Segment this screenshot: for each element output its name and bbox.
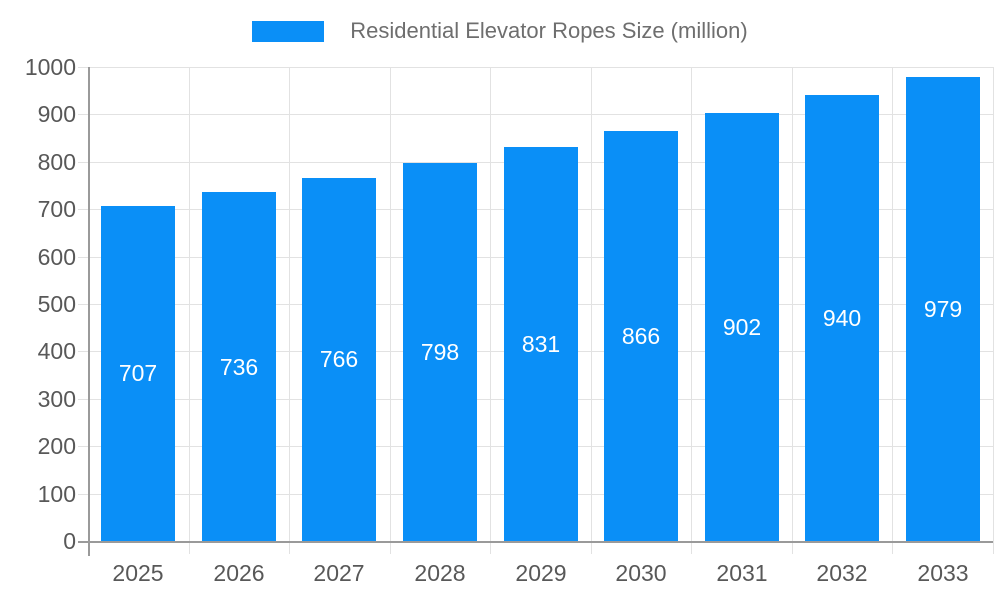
bar-value-label: 707 xyxy=(118,360,158,386)
x-axis-tick-label: 2030 xyxy=(615,560,667,586)
y-axis-tick xyxy=(78,494,88,495)
y-axis-tick-label: 0 xyxy=(63,528,76,554)
x-gridline xyxy=(792,67,793,541)
x-axis-tick-label: 2032 xyxy=(816,560,868,586)
bar-value-label: 766 xyxy=(319,346,359,372)
y-axis-tick xyxy=(78,209,88,210)
y-axis-tick-label: 700 xyxy=(37,196,76,222)
x-axis-tick-label: 2027 xyxy=(313,560,365,586)
x-axis-line xyxy=(78,541,993,543)
x-axis-tick-label: 2026 xyxy=(213,560,265,586)
y-gridline xyxy=(88,67,993,68)
y-axis-tick xyxy=(78,162,88,163)
bar-value-label: 736 xyxy=(219,354,259,380)
y-axis-tick xyxy=(78,304,88,305)
x-axis-tick xyxy=(289,541,290,554)
x-gridline xyxy=(892,67,893,541)
bar-2033[interactable] xyxy=(906,77,980,541)
x-axis-tick-label: 2028 xyxy=(414,560,466,586)
x-gridline xyxy=(691,67,692,541)
bar-value-label: 940 xyxy=(822,305,862,331)
bar-2026[interactable] xyxy=(202,192,276,541)
x-gridline xyxy=(390,67,391,541)
bar-value-label: 831 xyxy=(521,331,561,357)
bar-2031[interactable] xyxy=(705,113,779,541)
y-axis-line xyxy=(88,67,90,556)
chart-legend: Residential Elevator Ropes Size (million… xyxy=(0,18,1000,44)
x-axis-tick-label: 2029 xyxy=(515,560,567,586)
x-axis-tick xyxy=(591,541,592,554)
x-gridline xyxy=(591,67,592,541)
y-axis-tick-label: 100 xyxy=(37,481,76,507)
y-axis-tick-label: 600 xyxy=(37,244,76,270)
y-axis-tick-label: 800 xyxy=(37,149,76,175)
bar-2029[interactable] xyxy=(504,147,578,541)
bar-value-label: 902 xyxy=(722,314,762,340)
x-axis-tick xyxy=(792,541,793,554)
legend-label: Residential Elevator Ropes Size (million… xyxy=(350,18,748,43)
x-gridline xyxy=(289,67,290,541)
y-axis-tick-label: 400 xyxy=(37,338,76,364)
x-axis-tick xyxy=(892,541,893,554)
y-axis-tick xyxy=(78,67,88,68)
x-axis-tick xyxy=(390,541,391,554)
bar-2030[interactable] xyxy=(604,131,678,541)
y-gridline xyxy=(88,114,993,115)
x-gridline xyxy=(993,67,994,541)
bar-2025[interactable] xyxy=(101,206,175,541)
x-axis-tick-label: 2033 xyxy=(917,560,969,586)
bar-value-label: 979 xyxy=(923,296,963,322)
x-gridline xyxy=(189,67,190,541)
x-axis-tick xyxy=(189,541,190,554)
bar-2027[interactable] xyxy=(302,178,376,541)
y-axis-tick-label: 300 xyxy=(37,386,76,412)
bar-2028[interactable] xyxy=(403,163,477,541)
x-axis-tick-label: 2031 xyxy=(716,560,768,586)
y-axis-tick xyxy=(78,257,88,258)
legend-item[interactable]: Residential Elevator Ropes Size (million… xyxy=(252,18,748,44)
bar-value-label: 798 xyxy=(420,339,460,365)
y-axis-tick xyxy=(78,351,88,352)
x-gridline xyxy=(490,67,491,541)
x-axis-tick xyxy=(490,541,491,554)
x-axis-tick xyxy=(993,541,994,554)
x-axis-tick xyxy=(691,541,692,554)
y-axis-tick xyxy=(78,114,88,115)
y-axis-tick xyxy=(78,446,88,447)
y-axis-tick-label: 200 xyxy=(37,433,76,459)
y-axis-tick-label: 900 xyxy=(37,101,76,127)
y-axis-tick xyxy=(78,399,88,400)
y-axis-tick-label: 1000 xyxy=(24,54,76,80)
bar-2032[interactable] xyxy=(805,95,879,541)
bar-value-label: 866 xyxy=(621,323,661,349)
legend-swatch-icon xyxy=(252,20,325,42)
x-axis-tick-label: 2025 xyxy=(112,560,164,586)
y-axis-tick-label: 500 xyxy=(37,291,76,317)
